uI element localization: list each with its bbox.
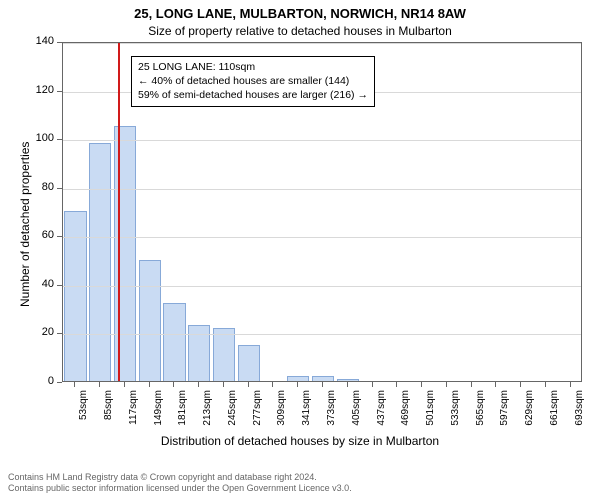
histogram-bar: [312, 376, 334, 381]
chart-title: 25, LONG LANE, MULBARTON, NORWICH, NR14 …: [0, 6, 600, 21]
footer-attribution: Contains HM Land Registry data © Crown c…: [8, 472, 352, 495]
chart-container: 25, LONG LANE, MULBARTON, NORWICH, NR14 …: [0, 0, 600, 500]
y-tick-label: 40: [24, 278, 54, 290]
x-tick-label: 181sqm: [177, 390, 188, 430]
footer-line-2: Contains public sector information licen…: [8, 483, 352, 494]
x-tick-mark: [545, 382, 546, 387]
x-tick-label: 629sqm: [524, 390, 535, 430]
x-tick-mark: [223, 382, 224, 387]
info-line-3: 59% of semi-detached houses are larger (…: [138, 88, 368, 102]
histogram-bar: [163, 303, 185, 381]
x-tick-label: 213sqm: [202, 390, 213, 430]
grid-line: [63, 140, 581, 141]
grid-line: [63, 189, 581, 190]
x-tick-mark: [372, 382, 373, 387]
x-tick-label: 277sqm: [252, 390, 263, 430]
histogram-bar: [114, 126, 136, 381]
x-tick-mark: [421, 382, 422, 387]
x-tick-label: 661sqm: [549, 390, 560, 430]
info-box: 25 LONG LANE: 110sqm ← 40% of detached h…: [131, 56, 375, 107]
y-tick-mark: [57, 285, 62, 286]
histogram-bar: [337, 379, 359, 381]
marker-line: [118, 43, 120, 381]
histogram-bar: [89, 143, 111, 381]
x-tick-mark: [74, 382, 75, 387]
x-tick-mark: [297, 382, 298, 387]
x-tick-label: 693sqm: [574, 390, 585, 430]
y-tick-label: 140: [24, 35, 54, 47]
y-tick-label: 60: [24, 229, 54, 241]
y-tick-mark: [57, 91, 62, 92]
x-axis-label: Distribution of detached houses by size …: [0, 434, 600, 448]
x-tick-label: 501sqm: [425, 390, 436, 430]
histogram-bar: [139, 260, 161, 381]
y-tick-label: 0: [24, 375, 54, 387]
x-tick-label: 53sqm: [78, 390, 89, 430]
histogram-bar: [213, 328, 235, 381]
x-tick-label: 373sqm: [326, 390, 337, 430]
plot-area: 25 LONG LANE: 110sqm ← 40% of detached h…: [62, 42, 582, 382]
x-tick-label: 341sqm: [301, 390, 312, 430]
y-tick-mark: [57, 188, 62, 189]
y-tick-mark: [57, 42, 62, 43]
x-tick-mark: [149, 382, 150, 387]
footer-line-1: Contains HM Land Registry data © Crown c…: [8, 472, 352, 483]
x-tick-mark: [520, 382, 521, 387]
x-tick-label: 437sqm: [376, 390, 387, 430]
y-tick-label: 20: [24, 326, 54, 338]
y-tick-mark: [57, 382, 62, 383]
y-tick-mark: [57, 139, 62, 140]
x-tick-mark: [173, 382, 174, 387]
info-line-2: ← 40% of detached houses are smaller (14…: [138, 74, 368, 88]
x-tick-label: 469sqm: [400, 390, 411, 430]
x-tick-mark: [248, 382, 249, 387]
y-tick-mark: [57, 333, 62, 334]
histogram-bar: [238, 345, 260, 381]
x-tick-mark: [471, 382, 472, 387]
x-tick-label: 533sqm: [450, 390, 461, 430]
y-tick-label: 80: [24, 181, 54, 193]
x-tick-mark: [124, 382, 125, 387]
y-tick-label: 100: [24, 132, 54, 144]
x-tick-mark: [272, 382, 273, 387]
x-tick-mark: [99, 382, 100, 387]
chart-subtitle: Size of property relative to detached ho…: [0, 24, 600, 38]
x-tick-mark: [198, 382, 199, 387]
x-tick-label: 85sqm: [103, 390, 114, 430]
x-tick-label: 405sqm: [351, 390, 362, 430]
x-tick-label: 597sqm: [499, 390, 510, 430]
x-tick-mark: [347, 382, 348, 387]
grid-line: [63, 237, 581, 238]
x-tick-label: 245sqm: [227, 390, 238, 430]
grid-line: [63, 43, 581, 44]
x-tick-label: 565sqm: [475, 390, 486, 430]
x-tick-label: 149sqm: [153, 390, 164, 430]
info-line-1: 25 LONG LANE: 110sqm: [138, 60, 368, 74]
x-tick-mark: [396, 382, 397, 387]
histogram-bar: [287, 376, 309, 381]
x-tick-mark: [446, 382, 447, 387]
x-tick-mark: [570, 382, 571, 387]
grid-line: [63, 286, 581, 287]
x-tick-label: 117sqm: [128, 390, 139, 430]
y-tick-label: 120: [24, 84, 54, 96]
x-tick-label: 309sqm: [276, 390, 287, 430]
y-tick-mark: [57, 236, 62, 237]
x-tick-mark: [322, 382, 323, 387]
x-tick-mark: [495, 382, 496, 387]
grid-line: [63, 334, 581, 335]
